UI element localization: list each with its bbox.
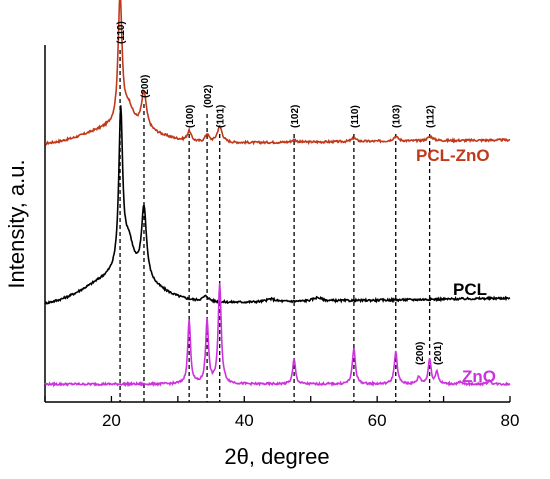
x-tick-label: 60 [368,411,387,430]
peak-label: (110) [116,21,127,44]
peak-label: (102) [290,105,301,128]
peak-label: (002) [203,85,214,108]
x-tick-label: 40 [235,411,254,430]
series-line-pcl [44,105,511,305]
peak-label-zno: (200) [415,342,426,365]
peak-label: (101) [216,105,227,128]
series-line-zno [44,283,511,388]
peak-label: (200) [140,75,151,98]
peak-label: (100) [185,105,196,128]
x-tick-label: 80 [501,411,520,430]
reference-lines [119,50,431,402]
peak-label: (103) [392,105,403,128]
x-axis-title: 2θ, degree [224,444,329,469]
series-label-pcl-zno: PCL-ZnO [416,146,490,165]
series-group [44,0,511,388]
x-ticks: 20 40 60 80 [44,396,520,430]
peak-labels: (110) (200) (100) (002)(101) (102) (110) (103)… [116,21,444,365]
peak-label: (112) [426,105,437,128]
y-axis-title: Intensity, a.u. [4,159,29,288]
plot-area [44,45,510,403]
series-line-pcl-zno [44,0,511,146]
series-label-zno: ZnO [462,367,496,386]
peak-label-zno: (201) [433,342,444,365]
peak-label: (110) [350,105,361,128]
series-labels: PCL-ZnO PCL ZnO [416,146,496,386]
x-tick-label: 20 [102,411,121,430]
series-label-pcl: PCL [453,280,487,299]
